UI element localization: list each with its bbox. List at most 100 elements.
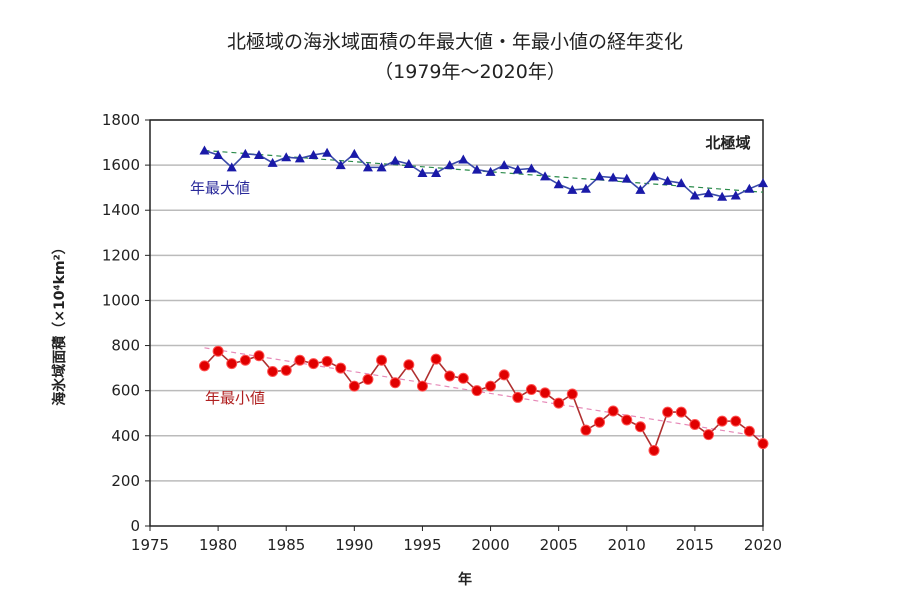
data-point [458,154,469,164]
data-point [730,190,741,200]
data-point [621,173,632,183]
data-point [703,429,715,441]
data-point [416,380,428,392]
data-point [716,415,728,427]
y-tick-label: 1600 [102,156,140,174]
data-point [213,149,224,159]
x-tick-label: 2015 [676,536,714,554]
y-tick-label: 200 [111,472,140,490]
data-point [199,145,210,155]
x-tick-label: 2000 [471,536,509,554]
x-tick-label: 1980 [199,536,237,554]
data-point [239,354,251,366]
data-point [594,416,606,428]
data-point [322,147,333,157]
series-minimum: 年最小値 [198,345,769,456]
data-point [308,149,319,159]
data-point [294,354,306,366]
data-point [540,171,551,181]
data-point [512,164,523,174]
data-point [212,345,224,357]
data-point [649,171,660,181]
data-point [431,168,442,178]
data-point [389,377,401,389]
data-point [757,438,769,450]
data-point [608,172,619,182]
data-point [362,162,373,172]
data-point [498,369,510,381]
data-point [294,153,305,163]
data-point [703,188,714,198]
y-tick-label: 600 [111,382,140,400]
y-tick-label: 0 [130,517,140,535]
region-label: 北極域 [705,134,750,152]
data-point [253,350,265,362]
data-point [376,354,388,366]
data-point [376,162,387,172]
data-point [403,158,414,168]
data-point [689,419,701,430]
data-point [430,353,442,365]
data-point [280,364,292,376]
data-point [717,191,728,201]
x-tick-label: 2005 [540,536,578,554]
y-tick-label: 1800 [102,111,140,129]
data-point [457,372,469,384]
data-point [567,184,578,194]
data-point [403,359,415,371]
x-tick-label: 2020 [744,536,782,554]
data-point [553,397,565,409]
data-point [240,148,251,158]
data-point [676,178,687,188]
data-point [485,166,496,176]
data-point [226,162,237,172]
data-point [362,373,374,385]
data-point [390,155,401,165]
data-point [566,388,578,400]
plot-frame [149,119,764,527]
data-point [635,184,646,194]
x-axis-label: 年 [458,571,472,588]
chart-subtitle: （1979年～2020年） [374,61,566,83]
data-point [580,424,592,436]
data-point [758,178,768,188]
data-point [526,163,537,173]
data-point [348,380,360,392]
data-point [471,385,483,397]
data-point [594,171,605,181]
y-tick-label: 400 [111,427,140,445]
data-point [471,164,482,174]
data-point [743,425,755,437]
data-point [417,168,428,178]
data-point [499,160,510,170]
y-tick-label: 1000 [102,291,140,309]
data-point [444,370,456,382]
x-tick-label: 1985 [267,536,305,554]
series-label: 年最小値 [205,389,265,407]
y-tick-label: 800 [111,337,140,355]
data-point [267,365,279,377]
data-point [321,355,333,367]
data-point [580,183,591,193]
data-point [335,362,347,374]
data-point [744,183,755,193]
data-point [281,152,292,162]
data-point [648,444,660,456]
data-point [307,358,319,370]
data-point [662,406,674,418]
data-point [198,360,210,372]
series-label: 年最大値 [190,179,250,197]
data-point [335,160,346,170]
data-point [662,175,673,185]
data-point [267,157,278,167]
y-tick-label: 1400 [102,201,140,219]
x-tick-label: 2010 [608,536,646,554]
data-point [226,358,238,370]
x-tick-label: 1995 [403,536,441,554]
data-point [512,391,524,403]
data-point [253,149,264,159]
series-maximum: 年最大値 [190,145,768,201]
data-point [730,415,742,427]
data-point [621,414,633,426]
data-point [485,380,497,392]
